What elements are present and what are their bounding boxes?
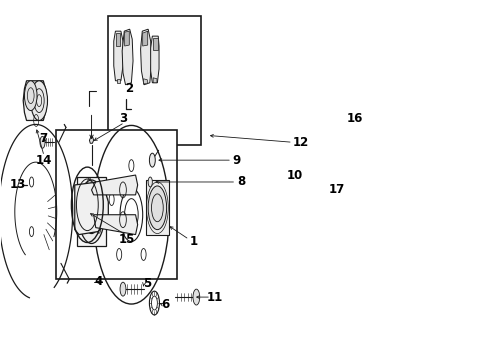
Text: 12: 12 bbox=[293, 136, 309, 149]
Text: 15: 15 bbox=[119, 233, 135, 246]
Polygon shape bbox=[143, 31, 147, 46]
Polygon shape bbox=[153, 38, 158, 50]
Circle shape bbox=[149, 153, 155, 167]
Circle shape bbox=[148, 186, 167, 230]
Polygon shape bbox=[23, 81, 47, 121]
Polygon shape bbox=[255, 43, 281, 71]
Polygon shape bbox=[114, 31, 123, 81]
Bar bbox=[77, 177, 106, 247]
Polygon shape bbox=[144, 79, 147, 84]
Text: 1: 1 bbox=[189, 235, 197, 248]
Text: 7: 7 bbox=[39, 132, 48, 145]
Circle shape bbox=[193, 289, 200, 305]
Text: 13: 13 bbox=[9, 179, 25, 192]
Text: 11: 11 bbox=[206, 291, 222, 303]
Text: 10: 10 bbox=[287, 168, 303, 181]
Polygon shape bbox=[253, 66, 284, 111]
Text: 3: 3 bbox=[119, 112, 127, 125]
Polygon shape bbox=[287, 100, 303, 129]
Polygon shape bbox=[116, 33, 121, 46]
Polygon shape bbox=[94, 215, 138, 235]
Text: 4: 4 bbox=[95, 275, 103, 288]
Bar bbox=[259, 173, 264, 181]
Bar bbox=[146, 180, 169, 235]
Circle shape bbox=[31, 81, 48, 121]
Polygon shape bbox=[153, 78, 157, 83]
Polygon shape bbox=[122, 29, 133, 85]
Circle shape bbox=[78, 180, 105, 243]
Polygon shape bbox=[141, 29, 151, 85]
Text: 5: 5 bbox=[143, 277, 151, 290]
Bar bbox=[231, 180, 236, 190]
Text: 6: 6 bbox=[161, 297, 169, 311]
Bar bbox=[243, 178, 246, 186]
Bar bbox=[56, 130, 177, 279]
Bar bbox=[276, 179, 280, 187]
Text: 16: 16 bbox=[347, 112, 363, 125]
Circle shape bbox=[148, 177, 152, 187]
Polygon shape bbox=[124, 31, 129, 46]
Bar bbox=[108, 16, 200, 145]
Polygon shape bbox=[75, 182, 108, 235]
Text: 2: 2 bbox=[125, 82, 133, 95]
Text: 14: 14 bbox=[36, 154, 52, 167]
Circle shape bbox=[40, 136, 45, 148]
Text: 17: 17 bbox=[329, 184, 345, 197]
Polygon shape bbox=[117, 79, 120, 83]
Polygon shape bbox=[92, 175, 138, 195]
Polygon shape bbox=[90, 137, 94, 143]
Text: 9: 9 bbox=[232, 154, 240, 167]
Polygon shape bbox=[150, 36, 159, 83]
Circle shape bbox=[82, 190, 101, 234]
Circle shape bbox=[24, 81, 37, 111]
Circle shape bbox=[120, 282, 126, 296]
Text: 8: 8 bbox=[237, 175, 245, 189]
